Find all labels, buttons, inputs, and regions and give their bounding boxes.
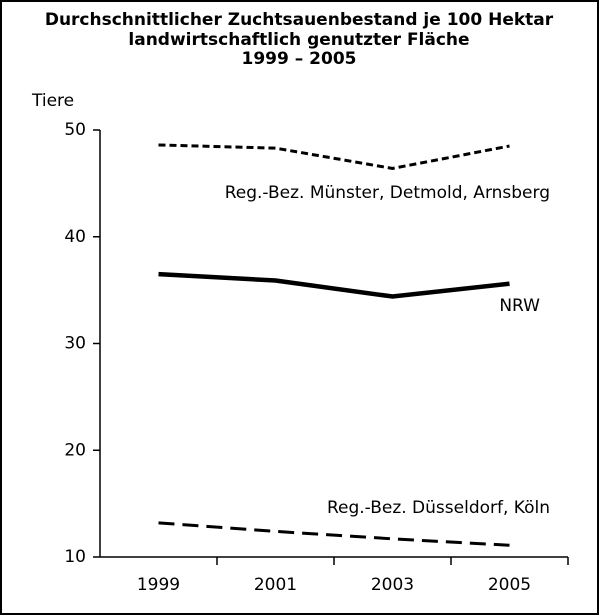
y-axis-label: Tiere bbox=[31, 91, 74, 111]
line-series bbox=[158, 521, 510, 547]
series-label: NRW bbox=[499, 296, 540, 316]
x-tick-label: 2003 bbox=[371, 575, 414, 595]
chart-title: 1999 – 2005 bbox=[242, 49, 357, 69]
line-series bbox=[158, 271, 510, 299]
x-tick-label: 2001 bbox=[254, 575, 297, 595]
series-label: Reg.-Bez. Münster, Detmold, Arnsberg bbox=[225, 183, 550, 203]
series-label: Reg.-Bez. Düsseldorf, Köln bbox=[327, 498, 550, 518]
chart-title: landwirtschaftlich genutzter Fläche bbox=[128, 30, 469, 50]
x-tick-label: 2005 bbox=[488, 575, 531, 595]
y-tick-label: 20 bbox=[64, 440, 86, 460]
line-series bbox=[158, 143, 510, 170]
chart-title: Durchschnittlicher Zuchtsauenbestand je … bbox=[45, 10, 554, 30]
y-tick-label: 50 bbox=[64, 120, 86, 140]
y-tick-label: 30 bbox=[64, 334, 86, 354]
x-tick-label: 1999 bbox=[137, 575, 180, 595]
y-tick-label: 40 bbox=[64, 227, 86, 247]
y-tick-label: 10 bbox=[64, 547, 86, 567]
